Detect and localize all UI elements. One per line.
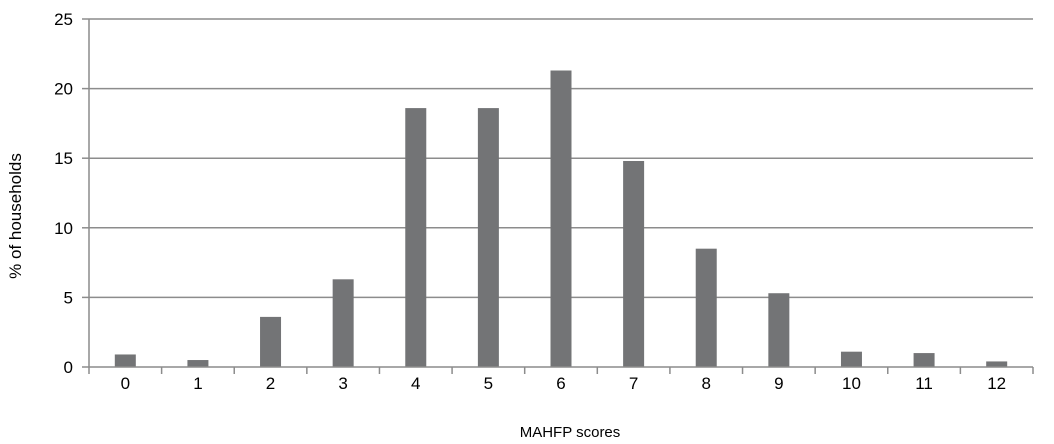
y-tick-label-10: 10 (54, 219, 73, 238)
x-axis-title: MAHFP scores (520, 424, 621, 441)
bar-3 (332, 279, 354, 367)
x-tick-label-4: 4 (411, 374, 420, 393)
y-tick-label-15: 15 (54, 149, 73, 168)
x-tick-label-0: 0 (121, 374, 130, 393)
bar-11 (913, 353, 935, 367)
x-tick-label-9: 9 (774, 374, 783, 393)
y-tick-label-25: 25 (54, 10, 73, 29)
x-tick-label-7: 7 (629, 374, 638, 393)
bar-7 (623, 160, 645, 367)
x-tick-label-5: 5 (484, 374, 493, 393)
bar-4 (405, 108, 427, 367)
bar-1 (187, 360, 209, 367)
bar-0 (114, 354, 136, 367)
y-tick-labels: 0 5 10 15 20 25 (54, 10, 73, 377)
x-tick-label-6: 6 (556, 374, 565, 393)
y-tick-label-5: 5 (64, 288, 73, 307)
bar-5 (477, 108, 499, 367)
axes (82, 18, 1034, 374)
x-tick-label-12: 12 (987, 374, 1006, 393)
bar-6 (550, 70, 572, 367)
x-tick-label-8: 8 (701, 374, 710, 393)
x-tick-label-1: 1 (193, 374, 202, 393)
x-tick-label-11: 11 (915, 374, 933, 393)
bar-8 (695, 248, 717, 367)
y-tick-label-0: 0 (64, 358, 73, 377)
x-tick-label-3: 3 (338, 374, 347, 393)
bar-12 (986, 361, 1008, 367)
y-tick-label-20: 20 (54, 80, 73, 99)
bar-10 (840, 351, 862, 367)
bar-2 (260, 316, 282, 367)
bars (114, 70, 1008, 367)
bar-9 (768, 293, 790, 367)
x-tick-labels: 0 1 2 3 4 5 6 7 8 9 10 11 12 (121, 374, 1007, 393)
y-axis-title: % of households (6, 153, 25, 279)
x-tick-label-2: 2 (266, 374, 275, 393)
x-tick-label-10: 10 (842, 374, 861, 393)
